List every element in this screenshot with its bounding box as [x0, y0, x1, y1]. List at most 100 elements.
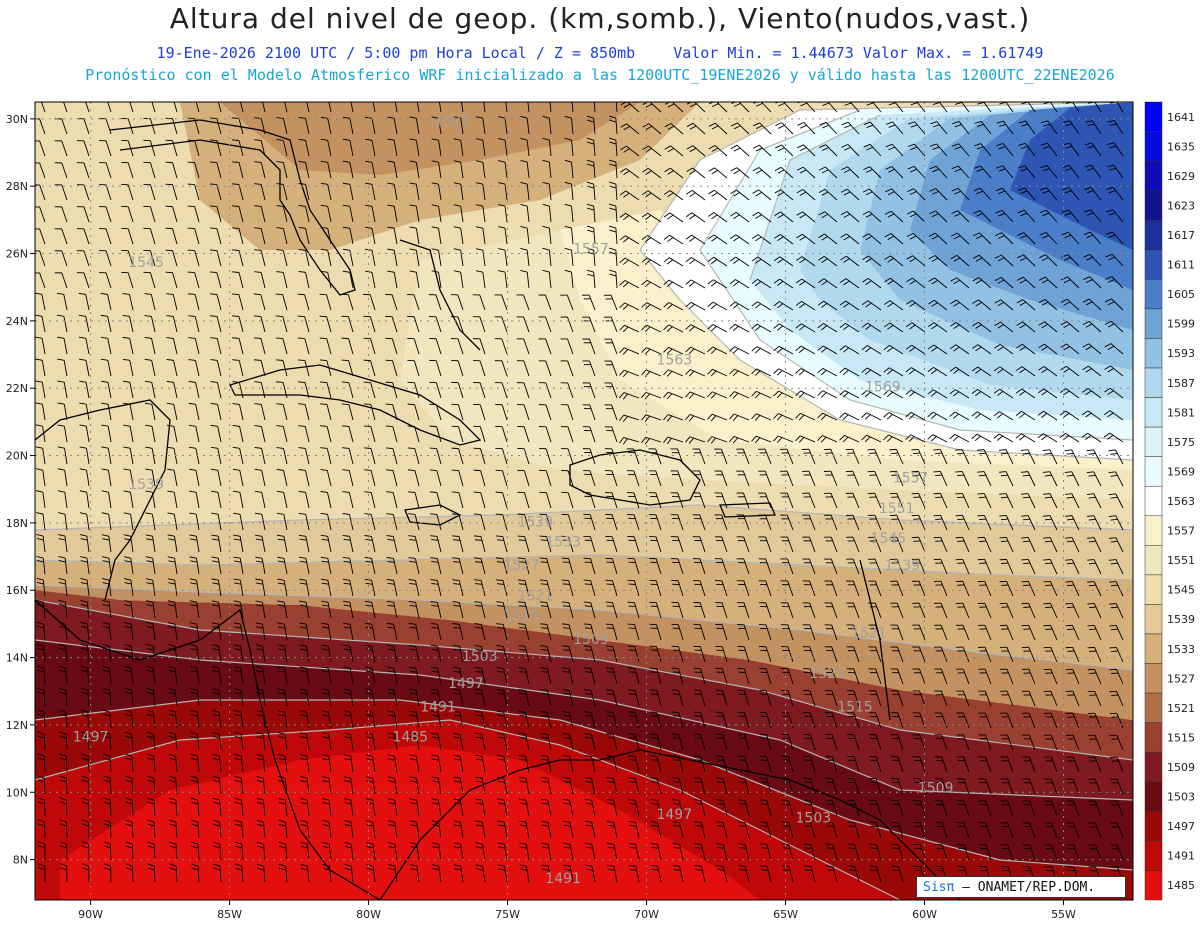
wind-barb — [977, 580, 992, 597]
wind-barb — [627, 535, 640, 553]
wind-barb — [143, 117, 156, 135]
contour-label: 1485 — [392, 730, 428, 746]
wind-barb — [498, 182, 508, 201]
wind-barb — [973, 210, 992, 223]
wind-barb — [561, 469, 574, 487]
wind-barb — [320, 160, 332, 179]
wind-barb — [1082, 343, 1102, 355]
wind-barb — [542, 181, 552, 201]
wind-barb — [527, 102, 530, 113]
wind-barb — [951, 165, 970, 179]
wind-barb — [385, 403, 398, 421]
wind-barb — [840, 278, 860, 289]
wind-barb — [408, 579, 420, 597]
wind-barb — [912, 646, 926, 663]
wind-barb — [298, 447, 310, 465]
wind-barb — [100, 293, 112, 311]
wind-barb — [35, 314, 46, 333]
wind-barb — [1020, 471, 1036, 487]
wind-barb — [605, 645, 618, 663]
wind-barb — [407, 447, 420, 465]
wind-barb — [35, 292, 46, 311]
wind-barb — [451, 513, 464, 531]
wind-barb — [363, 425, 376, 443]
wind-barb — [905, 434, 926, 443]
wind-barb — [823, 448, 838, 465]
wind-barb — [862, 255, 882, 267]
wind-barb — [363, 359, 376, 377]
wind-barb — [1038, 366, 1058, 377]
wind-barb — [883, 434, 904, 443]
wind-barb — [999, 536, 1014, 553]
wind-barb — [35, 184, 46, 201]
wind-barb — [1021, 558, 1036, 575]
wind-barb — [1040, 165, 1058, 179]
wind-barb — [254, 205, 266, 223]
wind-barb — [1087, 646, 1102, 663]
wind-barb — [604, 338, 618, 355]
wind-barb — [233, 666, 244, 685]
wind-barb — [498, 270, 508, 289]
wind-barb — [1105, 276, 1124, 289]
wind-barb — [276, 468, 288, 487]
wind-barb — [36, 665, 46, 685]
wind-barb — [619, 302, 640, 311]
wind-barb — [1064, 515, 1080, 531]
wind-barb — [342, 447, 354, 465]
colorbar-swatch — [1144, 663, 1163, 694]
wind-barb — [211, 534, 222, 553]
wind-barb — [430, 601, 442, 619]
wind-barb — [101, 380, 112, 399]
wind-barb — [520, 226, 530, 245]
wind-barb — [253, 337, 266, 355]
latitude-tick-label: 18N — [6, 517, 28, 530]
contour-label: 1563 — [657, 353, 693, 369]
wind-barb — [474, 579, 486, 597]
wind-barb — [319, 359, 332, 377]
wind-barb — [883, 322, 904, 333]
wind-barb — [1086, 471, 1102, 487]
contour-label: 1497 — [73, 730, 109, 746]
wind-barb — [1015, 388, 1036, 399]
wind-barb — [451, 447, 464, 465]
wind-barb — [1042, 493, 1058, 509]
wind-barb — [364, 513, 376, 531]
wind-barb — [144, 315, 156, 333]
wind-barb — [121, 139, 134, 157]
wind-barb — [35, 228, 46, 245]
wind-barb — [431, 204, 442, 223]
colorbar-label: 1539 — [1167, 613, 1195, 626]
wind-barb — [1043, 646, 1058, 663]
wind-barb — [824, 536, 838, 553]
wind-barb — [907, 165, 926, 179]
wind-barb — [605, 667, 618, 685]
wind-barb — [475, 138, 486, 157]
longitude-tick-label: 65W — [773, 908, 798, 921]
wind-barb — [752, 234, 772, 245]
colorbar-label: 1521 — [1167, 702, 1195, 715]
wind-barb — [408, 557, 420, 575]
wind-barb — [211, 644, 222, 663]
wind-barb — [341, 337, 354, 355]
wind-barb — [889, 470, 904, 487]
wind-barb — [670, 448, 684, 465]
wind-barb — [641, 391, 662, 400]
wind-barb — [209, 139, 222, 157]
wind-barb — [209, 205, 222, 223]
wind-barb — [129, 102, 134, 113]
wind-barb — [364, 491, 376, 509]
wind-barb — [736, 448, 750, 465]
wind-barb — [518, 623, 530, 641]
wind-barb — [166, 293, 178, 311]
wind-barb — [341, 381, 354, 399]
wind-barb — [365, 160, 376, 179]
wind-barb — [409, 270, 420, 289]
wind-barb — [168, 644, 178, 663]
colorbar-swatch — [1144, 190, 1163, 221]
wind-barb — [609, 247, 618, 267]
wind-barb — [438, 102, 442, 113]
wind-barb — [144, 402, 156, 421]
wind-barb — [708, 145, 728, 157]
wind-barb — [928, 277, 948, 289]
wind-barb — [76, 184, 90, 201]
